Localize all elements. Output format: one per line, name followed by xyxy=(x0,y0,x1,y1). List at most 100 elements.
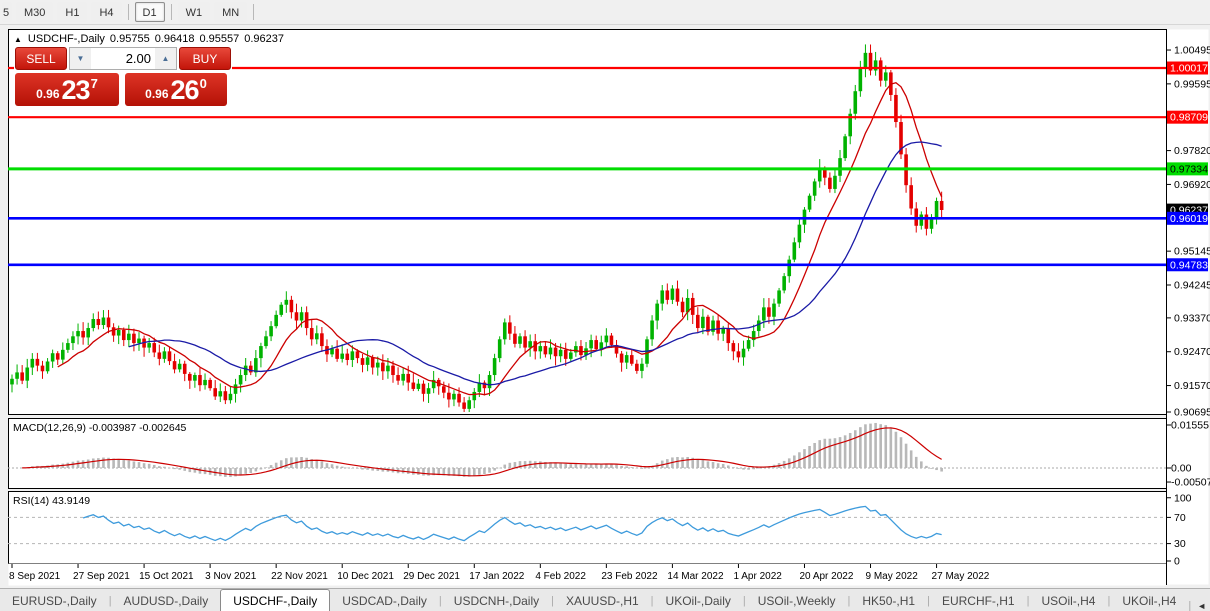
rsi-name: RSI(14) xyxy=(13,495,50,507)
symbol-tab-usoil-h4[interactable]: USOil-,H4 xyxy=(1041,594,1096,608)
level-badge-0.97334 xyxy=(1167,162,1208,176)
timeframe-toolbar: 5 M30 H1 H4 D1 W1 MN xyxy=(0,0,1210,25)
chart-window: 1.00495 0.99595 0.97820 0.96920 0.95145 0.942… xyxy=(8,28,1210,586)
ohlc-open: 0.95755 xyxy=(109,33,150,45)
buy-price-pip: 0 xyxy=(199,76,207,91)
tab-separator: | xyxy=(650,594,654,607)
macd-signal-line xyxy=(22,427,942,477)
tab-separator: | xyxy=(847,594,851,607)
rsi-axis-label: 100 xyxy=(1174,492,1192,504)
symbol-tab-eurusd-daily[interactable]: EURUSD-,Daily xyxy=(12,594,97,608)
level-badge-0.98709-text: 0.98709 xyxy=(1170,112,1208,124)
macd-values: -0.003987 -0.002645 xyxy=(88,422,187,434)
rsi-line xyxy=(82,505,942,542)
time-axis-strip[interactable] xyxy=(8,563,1167,586)
volume-input[interactable] xyxy=(91,48,155,69)
sell-price-prefix: 0.96 xyxy=(36,87,60,101)
rsi-indicator-label: RSI(14) 43.9149 xyxy=(13,495,90,507)
symbol-tab-xauusd-h1[interactable]: XAUUSD-,H1 xyxy=(565,594,639,608)
tf-button-W1[interactable]: W1 xyxy=(177,2,211,22)
date-axis-label: 29 Dec 2021 xyxy=(403,571,460,582)
symbol-tab-usdcad-daily[interactable]: USDCAD-,Daily xyxy=(342,594,427,608)
buy-price-display[interactable]: 0.96 26 0 xyxy=(125,73,227,106)
price-axis-label: 0.97820 xyxy=(1174,145,1210,157)
level-badge-0.96019 xyxy=(1167,211,1208,225)
tab-separator: | xyxy=(551,594,554,607)
price-axis-label: 0.96920 xyxy=(1174,179,1210,191)
macd-axis-label: -0.005075 xyxy=(1171,477,1210,489)
sell-price-display[interactable]: 0.96 23 7 xyxy=(15,73,119,106)
macd-name: MACD(12,26,9) xyxy=(13,422,86,434)
price-axis-label: 0.90695 xyxy=(1174,407,1210,419)
tab-separator: | xyxy=(1107,594,1111,607)
sell-button[interactable]: SELL xyxy=(15,47,67,70)
symbol-tab-usoil-weekly[interactable]: USOil-,Weekly xyxy=(757,594,836,608)
tab-separator: | xyxy=(438,594,442,607)
buy-price-big: 26 xyxy=(170,75,200,105)
tf-button-H1[interactable]: H1 xyxy=(57,2,88,22)
ohlc-high: 0.96418 xyxy=(154,33,195,45)
toolbar-separator xyxy=(127,4,129,20)
ohlc-low: 0.95557 xyxy=(199,33,240,45)
symbol-tab-bar: EURUSD-,Daily | AUDUSD-,Daily USDCHF-,Dail… xyxy=(0,588,1210,611)
date-axis-label: 9 May 2022 xyxy=(866,571,919,582)
symbol-tab-eurchf-h1[interactable]: EURCHF-,H1 xyxy=(941,594,1015,608)
date-axis-label: 27 May 2022 xyxy=(932,571,990,582)
symbol-tab-hk50-h1[interactable]: HK50-,H1 xyxy=(862,594,916,608)
date-axis-label: 10 Dec 2021 xyxy=(337,571,394,582)
date-axis-label: 23 Feb 2022 xyxy=(601,571,658,582)
symbol-tab-ukoil-daily[interactable]: UKOil-,Daily xyxy=(665,594,731,608)
date-axis-label: 1 Apr 2022 xyxy=(733,571,782,582)
macd-pane[interactable] xyxy=(8,418,1167,489)
tab-separator: | xyxy=(108,594,112,607)
buy-price-prefix: 0.96 xyxy=(145,87,169,101)
tf-button-H4[interactable]: H4 xyxy=(91,2,122,22)
level-badge-1.00017 xyxy=(1167,61,1208,75)
date-axis-label: 17 Jan 2022 xyxy=(469,571,524,582)
date-axis-label: 3 Nov 2021 xyxy=(205,571,257,582)
tab-separator: | xyxy=(1026,594,1030,607)
tab-scroll-left-icon[interactable]: ◄ xyxy=(1191,601,1210,611)
one-click-trading-panel: SELL ▼ ▲ BUY 0.96 23 7 0.96 26 0 xyxy=(14,46,232,107)
macd-axis-label: 0.01555 xyxy=(1171,420,1209,432)
volume-decrease-icon[interactable]: ▼ xyxy=(70,48,91,69)
macd-histogram xyxy=(940,468,943,472)
symbol-tab-usdchf-daily[interactable]: USDCHF-,Daily xyxy=(220,589,331,611)
price-axis-label: 0.95145 xyxy=(1174,246,1210,258)
ohlc-close: 0.96237 xyxy=(244,33,284,45)
tf-button-D1[interactable]: D1 xyxy=(134,2,165,22)
price-axis-label: 0.93370 xyxy=(1174,312,1210,324)
symbol-tab-ukoil-h4[interactable]: UKOil-,H4 xyxy=(1122,594,1177,608)
chart-symbol-label: USDCHF-,Daily xyxy=(27,33,105,45)
date-axis-label: 22 Nov 2021 xyxy=(271,571,328,582)
symbol-tab-usdcnh-daily[interactable]: USDCNH-,Daily xyxy=(453,594,540,608)
tf-button-M30[interactable]: M30 xyxy=(16,2,54,22)
price-axis-label: 0.94245 xyxy=(1174,279,1210,291)
macd-axis-label: 0.00 xyxy=(1171,463,1192,475)
collapse-chart-icon[interactable]: ▲ xyxy=(14,35,22,44)
date-axis-label: 14 Mar 2022 xyxy=(667,571,724,582)
rsi-axis-label: 30 xyxy=(1174,538,1186,550)
level-badge-0.94783-text: 0.94783 xyxy=(1170,259,1208,271)
date-axis-label: 27 Sep 2021 xyxy=(73,571,130,582)
rsi-value: 43.9149 xyxy=(52,495,91,507)
tf-button-5[interactable]: 5 xyxy=(2,2,12,22)
volume-increase-icon[interactable]: ▲ xyxy=(155,48,176,69)
symbol-tab-audusd-daily[interactable]: AUDUSD-,Daily xyxy=(123,594,209,608)
sell-price-pip: 7 xyxy=(90,76,98,91)
price-axis-label: 1.00495 xyxy=(1174,45,1210,57)
buy-button[interactable]: BUY xyxy=(179,47,231,70)
price-chart[interactable]: 1.00495 0.99595 0.97820 0.96920 0.95145 0.942… xyxy=(8,28,1210,586)
level-badge-1.00017-text: 1.00017 xyxy=(1170,63,1208,75)
level-badge-0.97334-text: 0.97334 xyxy=(1170,163,1208,175)
volume-spinner: ▼ ▲ xyxy=(69,47,177,70)
level-badge-0.96019-text: 0.96019 xyxy=(1170,213,1208,225)
tab-separator: | xyxy=(742,594,746,607)
rsi-axis-label: 0 xyxy=(1174,556,1180,568)
rsi-axis-label: 70 xyxy=(1174,512,1186,524)
date-axis-label: 20 Apr 2022 xyxy=(799,571,853,582)
ma-slow-line xyxy=(128,141,942,386)
tf-button-MN[interactable]: MN xyxy=(214,2,248,22)
price-axis-label: 0.91570 xyxy=(1174,380,1210,392)
